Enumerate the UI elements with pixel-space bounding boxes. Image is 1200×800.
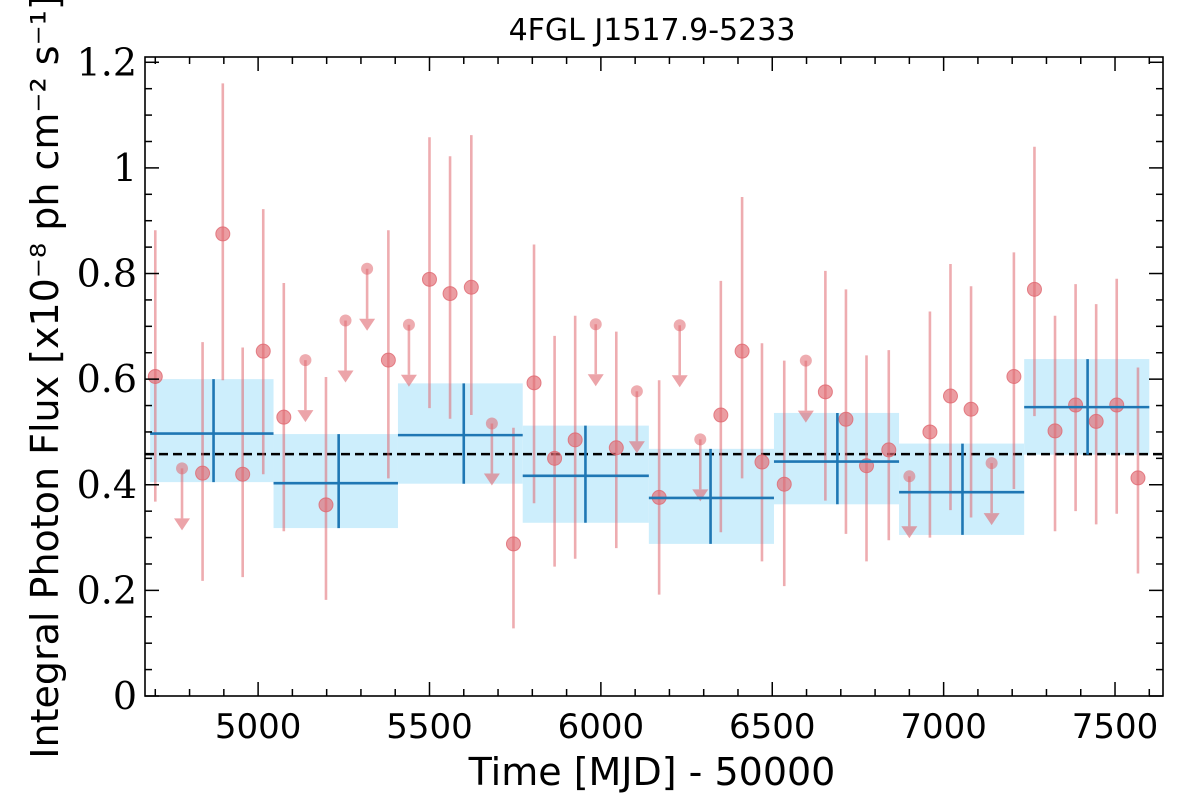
upper-limit-arrow-head [797,410,814,423]
data-point [881,442,897,458]
chart-title: 4FGL J1517.9-5233 [509,13,796,48]
data-point [922,424,938,440]
y-tick-label: 1.2 [77,40,137,84]
x-axis-label: Time [MJD] - 50000 [468,750,836,794]
data-point [1109,397,1125,413]
data-point [318,497,334,513]
data-point [1088,413,1104,429]
bin-band [150,379,274,483]
data-point [235,466,251,482]
data-point [526,375,542,391]
upper-limit-arrow-head [400,374,417,387]
upper-limit-marker [799,354,812,367]
upper-limit-marker [176,462,189,475]
upper-limit-marker [985,457,998,470]
y-axis-ticks: 0 0.2 0.4 0.6 0.8 1 1.2 [77,40,1163,718]
data-point [942,388,958,404]
data-point [963,401,979,417]
y-tick-label: 0.6 [77,357,137,401]
data-point [776,476,792,492]
upper-limit-marker [361,262,374,275]
binned-points [150,359,1150,544]
data-point [817,384,833,400]
x-tick-label: 5500 [386,707,473,747]
data-point [1006,369,1022,384]
upper-limit-arrow-head [628,441,645,454]
data-point [608,440,624,456]
upper-limit-arrow-head [901,526,918,539]
upper-limit-arrow-head [297,410,314,423]
data-point [1047,423,1063,439]
upper-limit-marker [485,417,498,430]
data-point [1068,397,1084,413]
data-point [442,286,458,302]
upper-limit-arrow-head [671,375,688,388]
upper-limit-arrow-head [174,518,191,531]
x-tick-label: 7000 [900,707,987,747]
data-point [838,411,854,427]
x-axis-ticks: 5000 5500 6000 6500 7000 7500 [154,57,1159,747]
upper-limit-marker [903,470,916,483]
upper-limit-arrow-head [359,318,376,331]
data-point [276,409,292,425]
x-tick-label: 6000 [558,707,645,747]
data-point [195,465,211,481]
bin-band [397,383,523,484]
upper-limits [174,262,1000,539]
upper-limit-marker [589,318,602,331]
upper-limit-marker [630,385,643,398]
data-point [567,432,583,448]
data-point [215,226,231,242]
upper-limit-marker [694,433,707,446]
upper-limit-arrow-head [692,489,709,502]
plot-frame [144,56,1164,697]
y-tick-label: 0.2 [77,568,137,612]
upper-limit-marker [402,318,415,331]
upper-limit-arrow-head [483,473,500,486]
upper-limit-marker [339,314,352,327]
x-tick-label: 5000 [215,707,302,747]
upper-limit-marker [299,354,312,367]
upper-limit-arrow-head [983,513,1000,526]
data-point [463,279,479,295]
data-point [505,536,521,552]
data-point [713,407,729,423]
data-point [147,369,163,384]
data-point [1026,281,1042,297]
data-point [547,450,563,466]
y-axis-label: Integral Photon Flux [x10⁻⁸ ph cm⁻² s⁻¹] [23,0,67,759]
x-tick-label: 7500 [1072,707,1159,747]
data-point [255,343,271,359]
data-point [734,343,750,359]
y-tick-label: 0.8 [77,252,137,296]
data-points [147,226,1146,552]
data-point [754,454,770,470]
upper-limit-arrow-head [337,370,354,383]
upper-limit-marker [673,319,686,332]
upper-limit-arrow-head [587,374,604,387]
x-tick-label: 6500 [729,707,816,747]
y-tick-label: 0.4 [77,463,137,507]
data-point [421,271,437,287]
y-tick-label: 0 [113,674,137,718]
bin-band [273,434,398,529]
y-tick-label: 1 [113,146,137,190]
data-point [380,352,396,368]
data-point [1130,470,1146,486]
